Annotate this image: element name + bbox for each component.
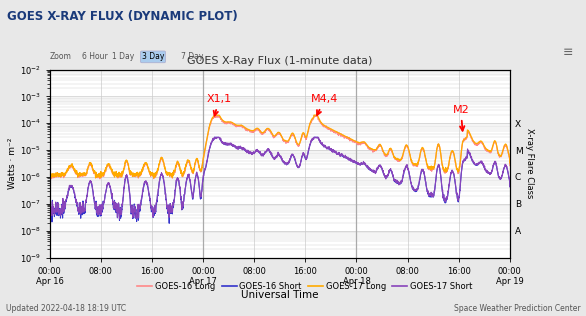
- Text: X1,1: X1,1: [206, 94, 231, 116]
- Text: 1 Day: 1 Day: [112, 52, 134, 61]
- Text: Zoom: Zoom: [50, 52, 71, 61]
- Text: 3 Day: 3 Day: [142, 52, 164, 61]
- X-axis label: Universal Time: Universal Time: [241, 290, 319, 300]
- Text: Updated 2022-04-18 18:19 UTC: Updated 2022-04-18 18:19 UTC: [6, 304, 126, 313]
- Legend: GOES-16 Long, GOES-16 Short, GOES-17 Long, GOES-17 Short: GOES-16 Long, GOES-16 Short, GOES-17 Lon…: [134, 279, 476, 295]
- Text: 6 Hour: 6 Hour: [82, 52, 108, 61]
- Text: M4,4: M4,4: [311, 94, 338, 115]
- Text: M2: M2: [452, 105, 469, 131]
- Title: GOES X-Ray Flux (1-minute data): GOES X-Ray Flux (1-minute data): [187, 56, 373, 66]
- Text: GOES X-RAY FLUX (DYNAMIC PLOT): GOES X-RAY FLUX (DYNAMIC PLOT): [7, 10, 238, 23]
- Text: ≡: ≡: [563, 46, 573, 59]
- Text: 7 Day: 7 Day: [181, 52, 203, 61]
- Y-axis label: Watts · m⁻²: Watts · m⁻²: [8, 138, 17, 189]
- Text: Space Weather Prediction Center: Space Weather Prediction Center: [454, 304, 580, 313]
- Y-axis label: X-ray Flare Class: X-ray Flare Class: [524, 128, 533, 199]
